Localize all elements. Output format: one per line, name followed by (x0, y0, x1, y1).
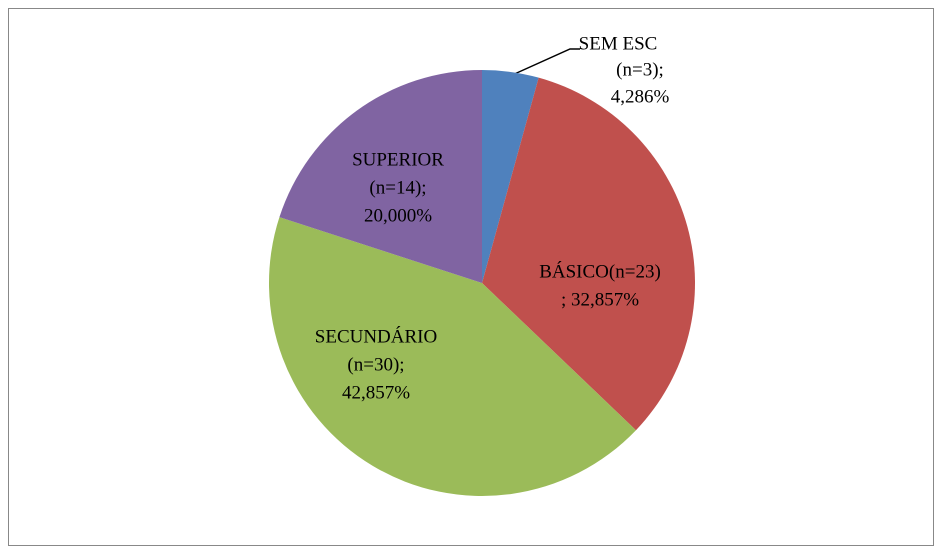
pie-slice (279, 70, 482, 283)
data-label: BÁSICO(n=23) (539, 260, 661, 282)
pie-slice (482, 77, 696, 431)
data-label: (n=3); (616, 59, 664, 80)
pie-slice (482, 70, 539, 283)
data-label: 4,286% (611, 86, 670, 107)
data-label: (n=14); (369, 177, 426, 198)
data-label: SUPERIOR (352, 149, 444, 170)
data-label: (n=30); (347, 354, 404, 375)
data-label: 20,000% (364, 205, 432, 226)
data-label: ; 32,857% (561, 289, 639, 310)
data-label: SECUNDÁRIO (315, 325, 437, 347)
leader-line (509, 48, 580, 77)
data-label: SEM ESC (579, 33, 658, 54)
pie-slice (268, 217, 636, 496)
data-label: 42,857% (342, 382, 410, 403)
